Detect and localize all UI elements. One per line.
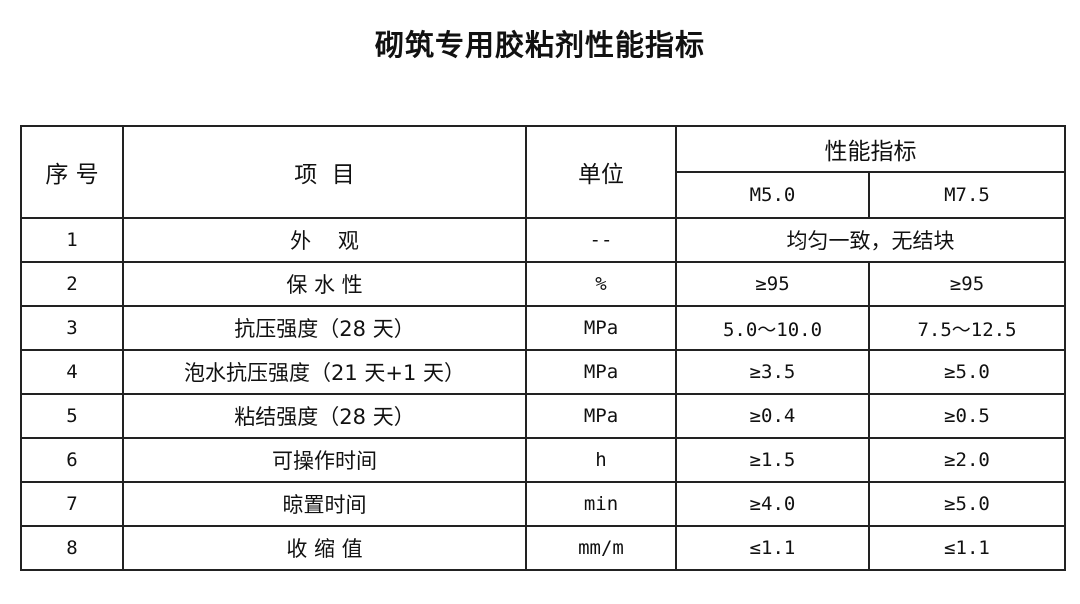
row-item: 收 缩 值 [122,525,527,571]
table-row: 7 晾置时间 min ≥4.0 ≥5.0 [20,481,1066,527]
table-header-row: 序 号 项 目 单位 性能指标 [20,125,1066,219]
table-row: 5 粘结强度（28 天） MPa ≥0.4 ≥0.5 [20,393,1066,439]
row-m50: 5.0～10.0 [675,305,870,351]
row-no: 2 [20,261,124,307]
row-m75: ≥5.0 [868,481,1066,527]
row-m75: ≥0.5 [868,393,1066,439]
row-item: 粘结强度（28 天） [122,393,527,439]
row-unit: -- [525,217,677,263]
row-unit: MPa [525,393,677,439]
header-grade-m75: M7.5 [868,171,1066,219]
table-row: 3 抗压强度（28 天） MPa 5.0～10.0 7.5～12.5 [20,305,1066,351]
row-no: 7 [20,481,124,527]
header-performance: 性能指标 [675,125,1066,173]
header-item: 项 目 [122,125,527,219]
row-item: 泡水抗压强度（21 天+1 天） [122,349,527,395]
table-row: 4 泡水抗压强度（21 天+1 天） MPa ≥3.5 ≥5.0 [20,349,1066,395]
row-item: 可操作时间 [122,437,527,483]
row-item: 晾置时间 [122,481,527,527]
document-title: 砌筑专用胶粘剂性能指标 [374,28,705,62]
table-row: 2 保 水 性 % ≥95 ≥95 [20,261,1066,307]
table-subheader-row: M5.0 M7.5 [21,171,1066,219]
table-row: 1 外 观 -- 均匀一致，无结块 [20,217,1066,263]
row-m75: ≤1.1 [868,525,1066,571]
row-m50: ≥1.5 [675,437,870,483]
row-no: 1 [20,217,124,263]
row-unit: h [525,437,677,483]
row-no: 4 [20,349,124,395]
row-m50: ≥4.0 [675,481,870,527]
header-unit: 单位 [525,125,677,219]
row-no: 8 [20,525,124,571]
row-item: 外 观 [122,217,527,263]
row-m50: ≤1.1 [675,525,870,571]
performance-table: 序 号 项 目 单位 性能指标 M5.0 M7.5 1 外 观 -- 均匀一致，… [20,125,1066,571]
row-unit: MPa [525,349,677,395]
table-row: 6 可操作时间 h ≥1.5 ≥2.0 [20,437,1066,483]
row-unit: min [525,481,677,527]
row-m50: ≥95 [675,261,870,307]
row-m75: 7.5～12.5 [868,305,1066,351]
row-no: 5 [20,393,124,439]
row-m75: ≥2.0 [868,437,1066,483]
row-m75: ≥5.0 [868,349,1066,395]
row-item: 抗压强度（28 天） [122,305,527,351]
row-unit: mm/m [525,525,677,571]
row-item: 保 水 性 [122,261,527,307]
table-row: 8 收 缩 值 mm/m ≤1.1 ≤1.1 [20,525,1066,571]
row-unit: % [525,261,677,307]
header-no: 序 号 [20,125,124,219]
row-m50: ≥3.5 [675,349,870,395]
row-no: 6 [20,437,124,483]
row-unit: MPa [525,305,677,351]
row-no: 3 [20,305,124,351]
header-grade-m50: M5.0 [675,171,870,219]
row-merged-value: 均匀一致，无结块 [675,217,1066,263]
row-m50: ≥0.4 [675,393,870,439]
row-m75: ≥95 [868,261,1066,307]
